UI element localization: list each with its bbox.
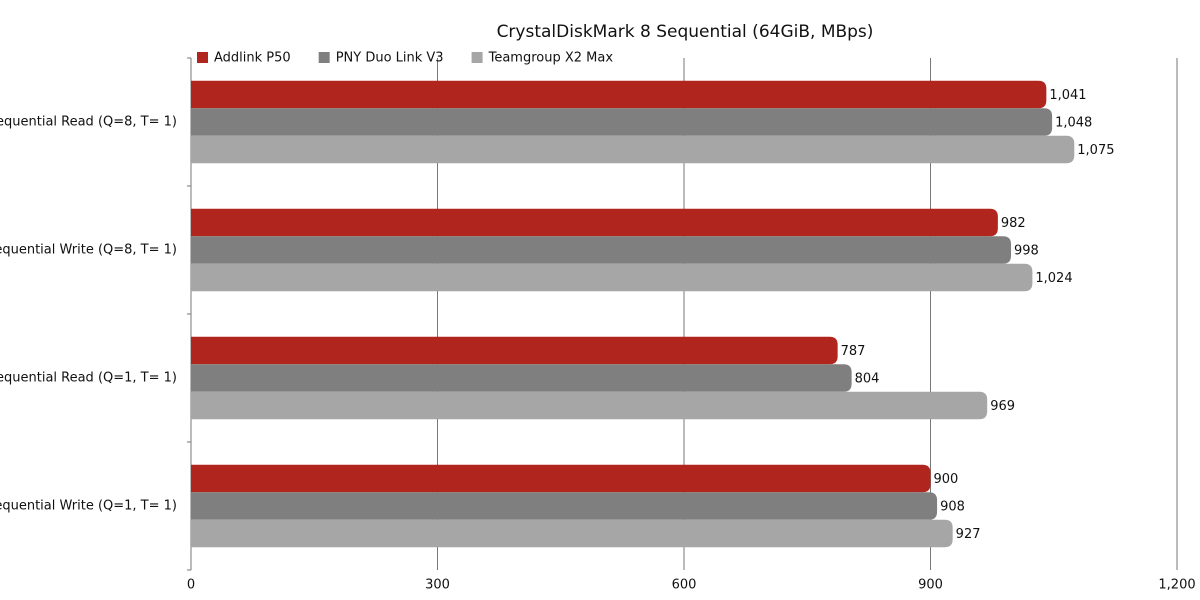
value-label: 1,048 bbox=[1055, 116, 1092, 131]
bar bbox=[191, 492, 938, 520]
legend-label: Addlink P50 bbox=[214, 51, 291, 66]
x-tick-label: 900 bbox=[918, 578, 943, 593]
value-label: 998 bbox=[1014, 244, 1039, 259]
value-label: 1,041 bbox=[1049, 88, 1086, 103]
value-label: 1,075 bbox=[1077, 143, 1114, 158]
x-tick-label: 1,200 bbox=[1158, 578, 1195, 593]
y-tick-label: Sequential Write (Q=1, T= 1) bbox=[0, 499, 177, 514]
value-label: 969 bbox=[990, 399, 1015, 414]
value-label: 804 bbox=[855, 372, 880, 387]
x-tick-label: 600 bbox=[672, 578, 697, 593]
bar bbox=[191, 236, 1012, 264]
bar bbox=[191, 364, 852, 392]
y-tick-label: Sequential Read (Q=8, T= 1) bbox=[0, 115, 177, 130]
legend-swatch bbox=[318, 52, 330, 63]
bar bbox=[191, 263, 1033, 292]
value-label: 908 bbox=[940, 500, 965, 515]
x-tick-label: 300 bbox=[425, 578, 450, 593]
value-label: 787 bbox=[841, 344, 866, 359]
legend-label: Teamgroup X2 Max bbox=[488, 51, 614, 66]
bar bbox=[191, 336, 838, 365]
chart-title: CrystalDiskMark 8 Sequential (64GiB, MBp… bbox=[497, 22, 874, 42]
legend-label: PNY Duo Link V3 bbox=[336, 51, 444, 66]
bar bbox=[191, 108, 1053, 136]
value-label: 927 bbox=[956, 527, 981, 542]
y-tick-label: Sequential Write (Q=8, T= 1) bbox=[0, 243, 177, 258]
bar bbox=[191, 135, 1075, 164]
value-label: 1,024 bbox=[1035, 271, 1072, 286]
y-tick-label: Sequential Read (Q=1, T= 1) bbox=[0, 371, 177, 386]
legend-swatch bbox=[471, 52, 483, 63]
bar bbox=[191, 391, 988, 420]
bar bbox=[191, 464, 931, 493]
bar bbox=[191, 80, 1047, 109]
bar bbox=[191, 208, 998, 237]
value-label: 900 bbox=[934, 472, 959, 487]
x-tick-label: 0 bbox=[187, 578, 195, 593]
value-label: 982 bbox=[1001, 216, 1026, 231]
bar bbox=[191, 519, 953, 548]
legend-swatch bbox=[197, 52, 208, 63]
